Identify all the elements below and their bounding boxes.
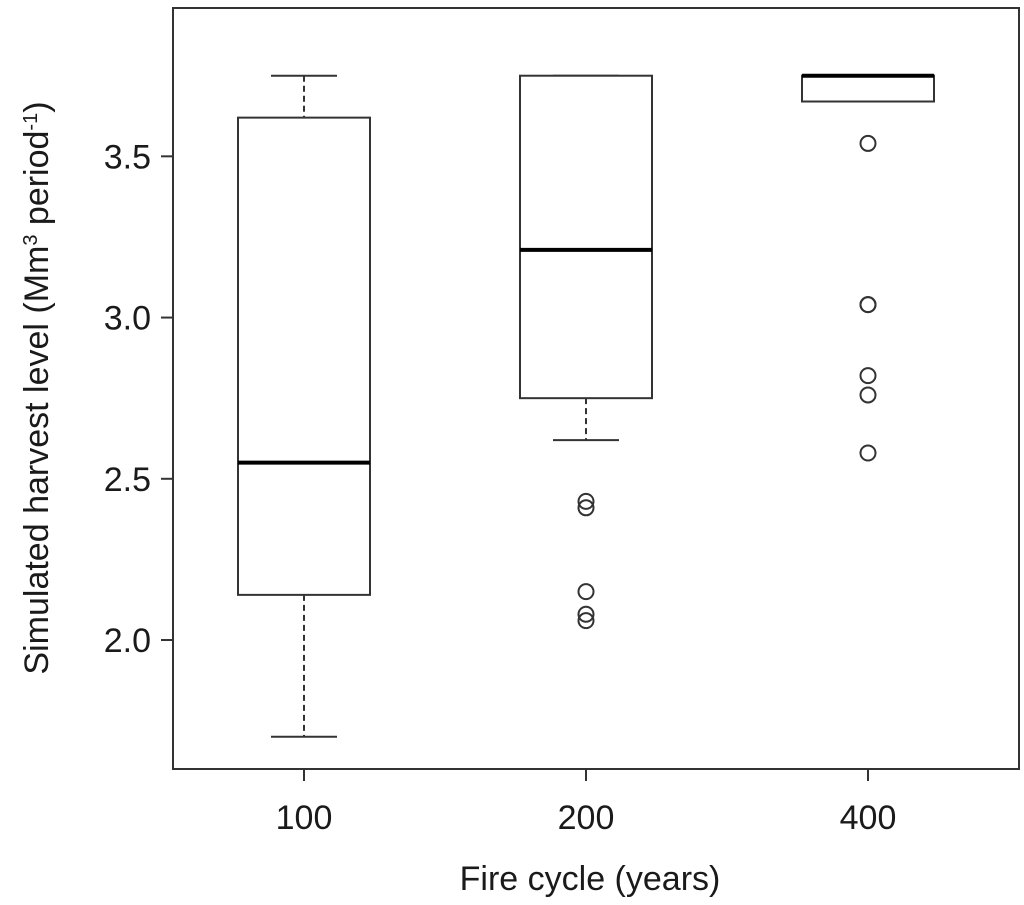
boxes-layer [237, 73, 935, 738]
outlier-point [577, 583, 595, 601]
outlier-point [577, 612, 595, 630]
box-iqr [519, 74, 653, 400]
box-iqr [801, 74, 935, 103]
outlier-point [859, 386, 877, 404]
x-tick-label: 400 [840, 799, 897, 837]
outlier-point [577, 499, 595, 517]
outlier-point [859, 367, 877, 385]
y-axis-title-superscript: 3 [20, 235, 42, 246]
y-tick-label: 2.0 [104, 622, 151, 660]
box-400 [801, 73, 935, 462]
box-iqr [237, 116, 371, 596]
box-200 [519, 74, 653, 630]
y-tick-label: 3.5 [104, 138, 151, 176]
y-axis: 2.0 2.5 3.0 3.5 [104, 138, 173, 660]
box-100 [237, 74, 371, 738]
y-tick-label: 2.5 [104, 461, 151, 499]
outlier-point [859, 134, 877, 152]
y-axis-title: Simulated harvest level (Mm3 period-1) [18, 101, 56, 674]
outlier-point [577, 605, 595, 623]
x-tick-label: 200 [558, 799, 615, 837]
x-axis-title: Fire cycle (years) [460, 860, 721, 898]
y-axis-title-part: period [18, 131, 56, 235]
x-axis: 100 200 400 [276, 769, 897, 837]
y-axis-title-superscript: -1 [20, 113, 42, 131]
y-axis-title-part: ) [18, 101, 56, 112]
y-axis-title-part: Simulated harvest level (Mm [18, 246, 56, 675]
y-tick-label: 3.0 [104, 300, 151, 338]
outlier-point [577, 492, 595, 510]
outlier-point [859, 444, 877, 462]
outlier-point [859, 296, 877, 314]
plot-frame [172, 7, 1020, 770]
x-tick-label: 100 [276, 799, 333, 837]
